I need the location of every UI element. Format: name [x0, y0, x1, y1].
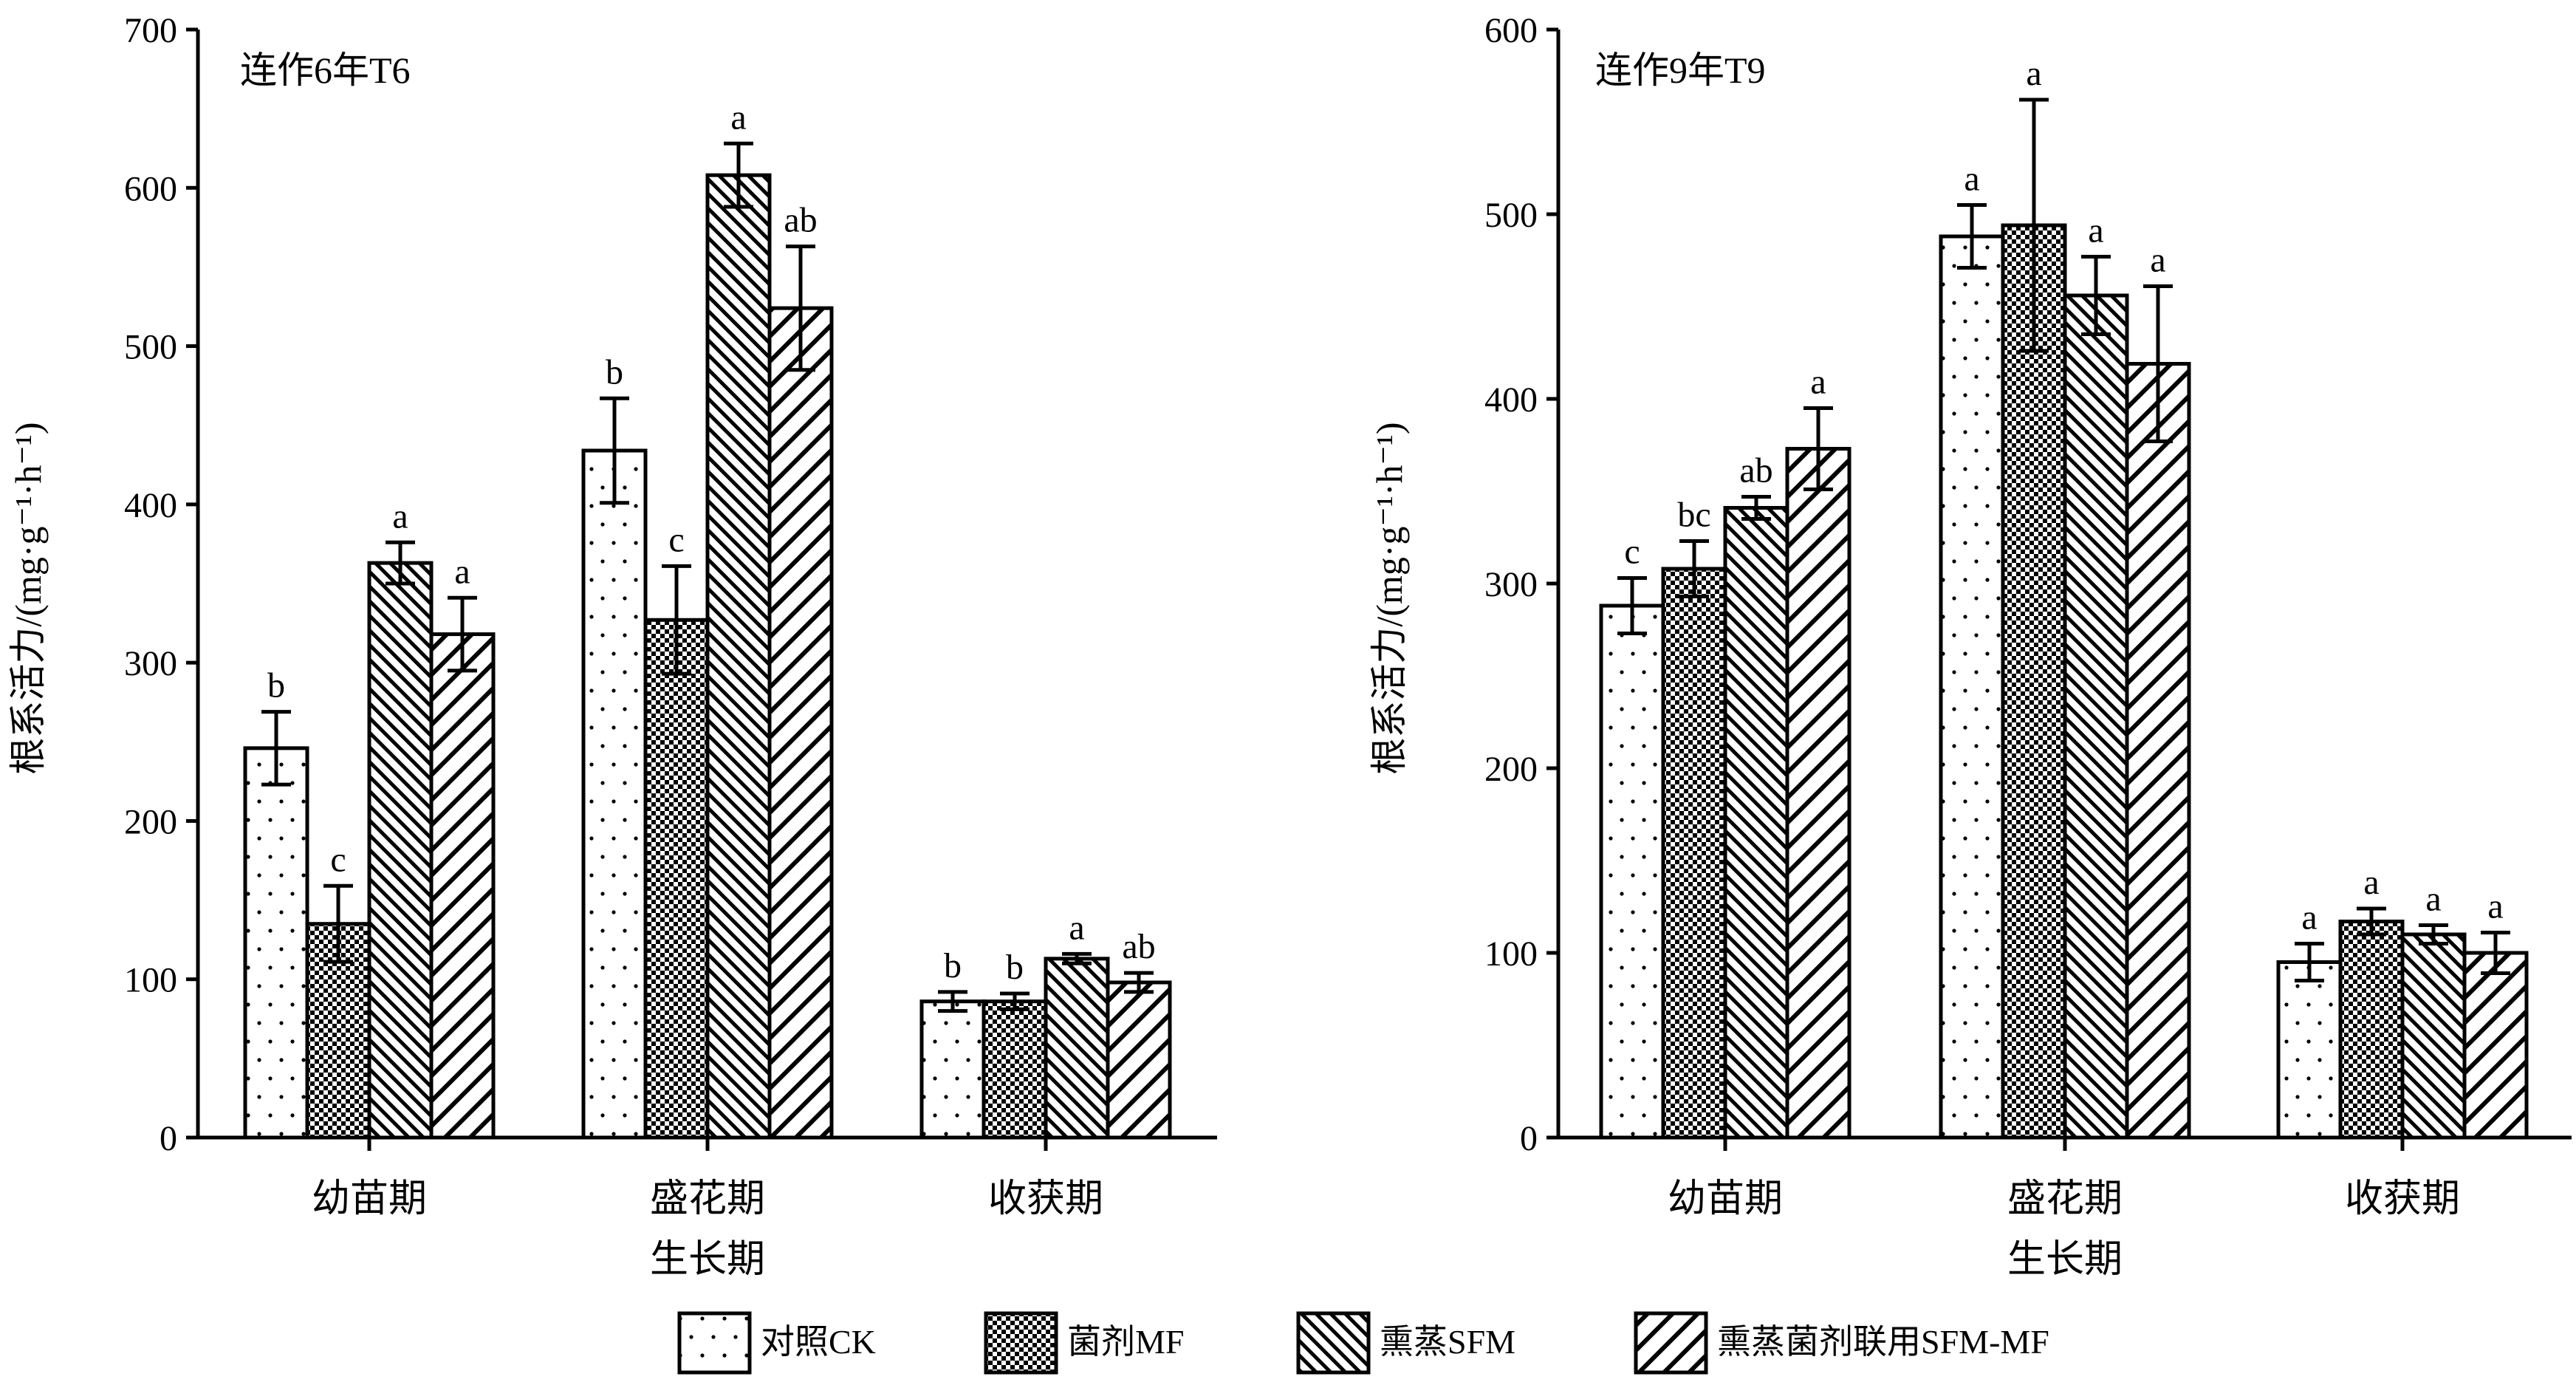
- x-tick-label: 幼苗期: [312, 1178, 427, 1220]
- x-tick-label: 盛花期: [2007, 1178, 2123, 1220]
- bar-mf: [2338, 920, 2405, 1140]
- bar-ck: [919, 999, 986, 1140]
- x-tick-label: 收获期: [988, 1178, 1103, 1220]
- bar-sfm-mf: [2125, 362, 2191, 1140]
- y-tick-label: 200: [1484, 750, 1538, 789]
- significance-letter: b: [944, 946, 962, 985]
- significance-letter: bc: [1677, 496, 1710, 535]
- bar-mf: [982, 999, 1048, 1140]
- bar-ck: [1939, 234, 2005, 1140]
- bar-sfm-mf: [767, 306, 834, 1140]
- significance-letter: b: [267, 666, 285, 705]
- bar-sfm: [705, 173, 772, 1140]
- y-tick-label: 400: [1484, 380, 1538, 420]
- significance-letter: ab: [1122, 927, 1155, 966]
- bar-ck: [581, 448, 648, 1140]
- y-tick-label: 600: [124, 169, 177, 208]
- legend-item-sfm: 熏蒸SFM: [1296, 1311, 1515, 1375]
- significance-letter: a: [454, 552, 470, 591]
- y-tick-label: 500: [124, 328, 177, 367]
- y-tick-label: 100: [1484, 934, 1538, 974]
- significance-letter: a: [2487, 887, 2503, 926]
- significance-letter: a: [1964, 160, 1979, 199]
- legend-item-mf: 菌剂MF: [984, 1311, 1184, 1375]
- significance-letter: a: [2150, 241, 2165, 280]
- y-tick-label: 100: [124, 961, 177, 1000]
- y-tick-label: 200: [124, 802, 177, 841]
- legend-label-sfm: 熏蒸SFM: [1380, 1323, 1515, 1361]
- significance-letter: b: [1006, 948, 1024, 987]
- legend: 对照CK 菌剂MF 熏蒸SFM 熏蒸菌剂联用SFM-MF: [677, 1311, 2049, 1375]
- bar-sfm: [1723, 506, 1789, 1140]
- x-tick-label: 收获期: [2345, 1178, 2460, 1220]
- significance-letter: a: [392, 496, 408, 536]
- bar-sfm-mf: [429, 632, 496, 1140]
- chart-title-t6: 连作6年T6: [240, 49, 411, 91]
- legend-swatch-ck: [677, 1311, 752, 1375]
- bar-ck: [2276, 960, 2343, 1140]
- y-tick-label: 0: [160, 1119, 177, 1158]
- y-axis-label-t6: 根系活力/(mg·g⁻¹·h⁻¹): [7, 422, 49, 774]
- chart-panel-t9: 0 100 200 300 400 500 600 连作9年T9 根系活力/(mg·g⁻¹·h⁻…: [1368, 11, 2572, 1281]
- x-axis-label-t9: 生长期: [2007, 1239, 2123, 1281]
- legend-swatch-sfm-mf: [1634, 1311, 1708, 1375]
- y-tick-label: 0: [1520, 1119, 1538, 1158]
- significance-letter: a: [2026, 54, 2041, 93]
- y-tick-label: 500: [1484, 196, 1538, 235]
- x-tick-label: 盛花期: [650, 1178, 765, 1220]
- significance-letter: c: [1624, 533, 1640, 572]
- legend-swatch-mf: [984, 1311, 1058, 1375]
- y-tick-label: 700: [124, 11, 177, 50]
- bar-sfm-mf: [2462, 951, 2529, 1140]
- significance-letter: a: [2301, 898, 2317, 937]
- x-tick-label: 幼苗期: [1668, 1178, 1783, 1220]
- legend-item-sfm-mf: 熏蒸菌剂联用SFM-MF: [1634, 1311, 2049, 1375]
- bar-ck: [243, 746, 309, 1140]
- y-tick-label: 400: [124, 486, 177, 525]
- bar-sfm: [367, 561, 434, 1140]
- bar-sfm: [2063, 293, 2129, 1140]
- chart-panel-t6: 0 100 200 300 400 500 600 700 连作6年T6 根系活力/(mg·g⁻¹…: [7, 11, 1217, 1281]
- legend-swatch-sfm: [1296, 1311, 1371, 1375]
- bar-sfm: [1044, 957, 1110, 1140]
- significance-letter: a: [730, 98, 746, 137]
- legend-label-ck: 对照CK: [761, 1323, 876, 1361]
- significance-letter: a: [2088, 211, 2103, 250]
- y-tick-label: 600: [1484, 11, 1538, 50]
- significance-letter: ab: [784, 201, 817, 240]
- bar-sfm-mf: [1106, 980, 1172, 1140]
- bar-ck: [1599, 603, 1665, 1140]
- significance-letter: c: [330, 840, 346, 879]
- bar-mf: [1661, 567, 1727, 1140]
- chart-title-t9: 连作9年T9: [1595, 49, 1766, 91]
- y-tick-label: 300: [1484, 565, 1538, 604]
- bar-mf: [2001, 223, 2067, 1140]
- bar-sfm: [2400, 932, 2467, 1140]
- legend-label-mf: 菌剂MF: [1067, 1323, 1184, 1361]
- y-tick-label: 300: [124, 644, 177, 683]
- bar-sfm-mf: [1785, 447, 1852, 1140]
- significance-letter: b: [606, 352, 623, 391]
- significance-letter: a: [1810, 363, 1826, 402]
- significance-letter: ab: [1739, 451, 1772, 490]
- significance-letter: a: [2425, 880, 2441, 919]
- legend-label-sfm-mf: 熏蒸菌剂联用SFM-MF: [1717, 1323, 2049, 1361]
- x-axis-label-t6: 生长期: [650, 1239, 765, 1281]
- significance-letter: c: [668, 520, 684, 559]
- bar-mf: [643, 618, 710, 1140]
- significance-letter: a: [1069, 908, 1084, 947]
- legend-item-ck: 对照CK: [677, 1311, 876, 1375]
- significance-letter: a: [2363, 863, 2379, 902]
- y-axis-label-t9: 根系活力/(mg·g⁻¹·h⁻¹): [1368, 422, 1410, 774]
